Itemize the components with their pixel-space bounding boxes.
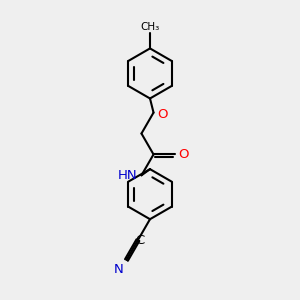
Text: C: C bbox=[135, 233, 144, 247]
Text: O: O bbox=[158, 108, 168, 121]
Text: N: N bbox=[114, 263, 123, 276]
Text: CH₃: CH₃ bbox=[140, 22, 160, 32]
Text: O: O bbox=[178, 148, 189, 161]
Text: HN: HN bbox=[117, 169, 137, 182]
